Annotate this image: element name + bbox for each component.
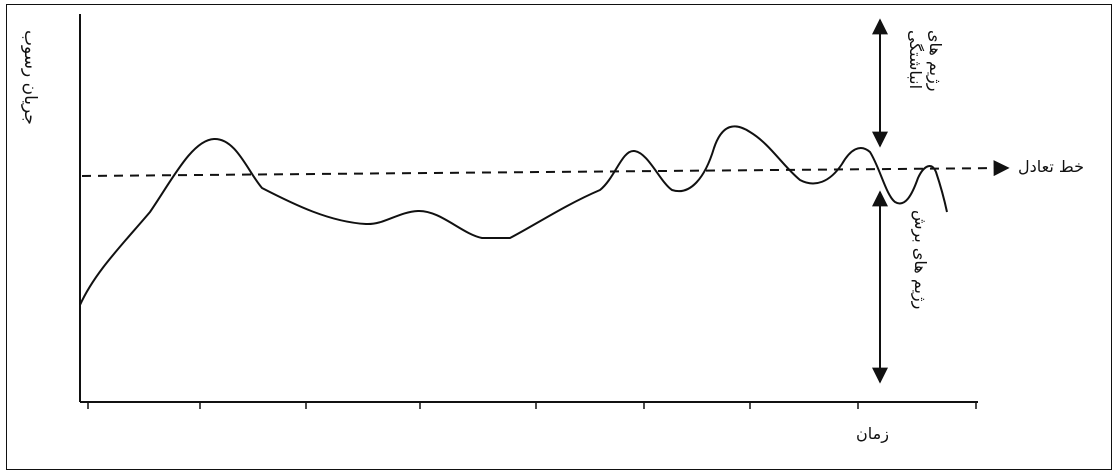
figure-frame [6, 4, 1112, 470]
x-axis-label: زمان [856, 424, 889, 443]
upper-regime-label: رژیم های انباشتگی [905, 30, 945, 91]
y-axis-label: جریان رسوب [20, 30, 40, 125]
upper-regime-line-2: انباشتگی [906, 30, 925, 90]
equilibrium-line [81, 160, 1010, 177]
lower-regime-label: رژیم های برش [911, 210, 930, 310]
upper-regime-line-1: رژیم های [926, 30, 945, 92]
x-axis-ticks [87, 402, 977, 409]
equilibrium-label: خط تعادل [1018, 157, 1084, 176]
sediment-flow-curve [79, 125, 948, 306]
